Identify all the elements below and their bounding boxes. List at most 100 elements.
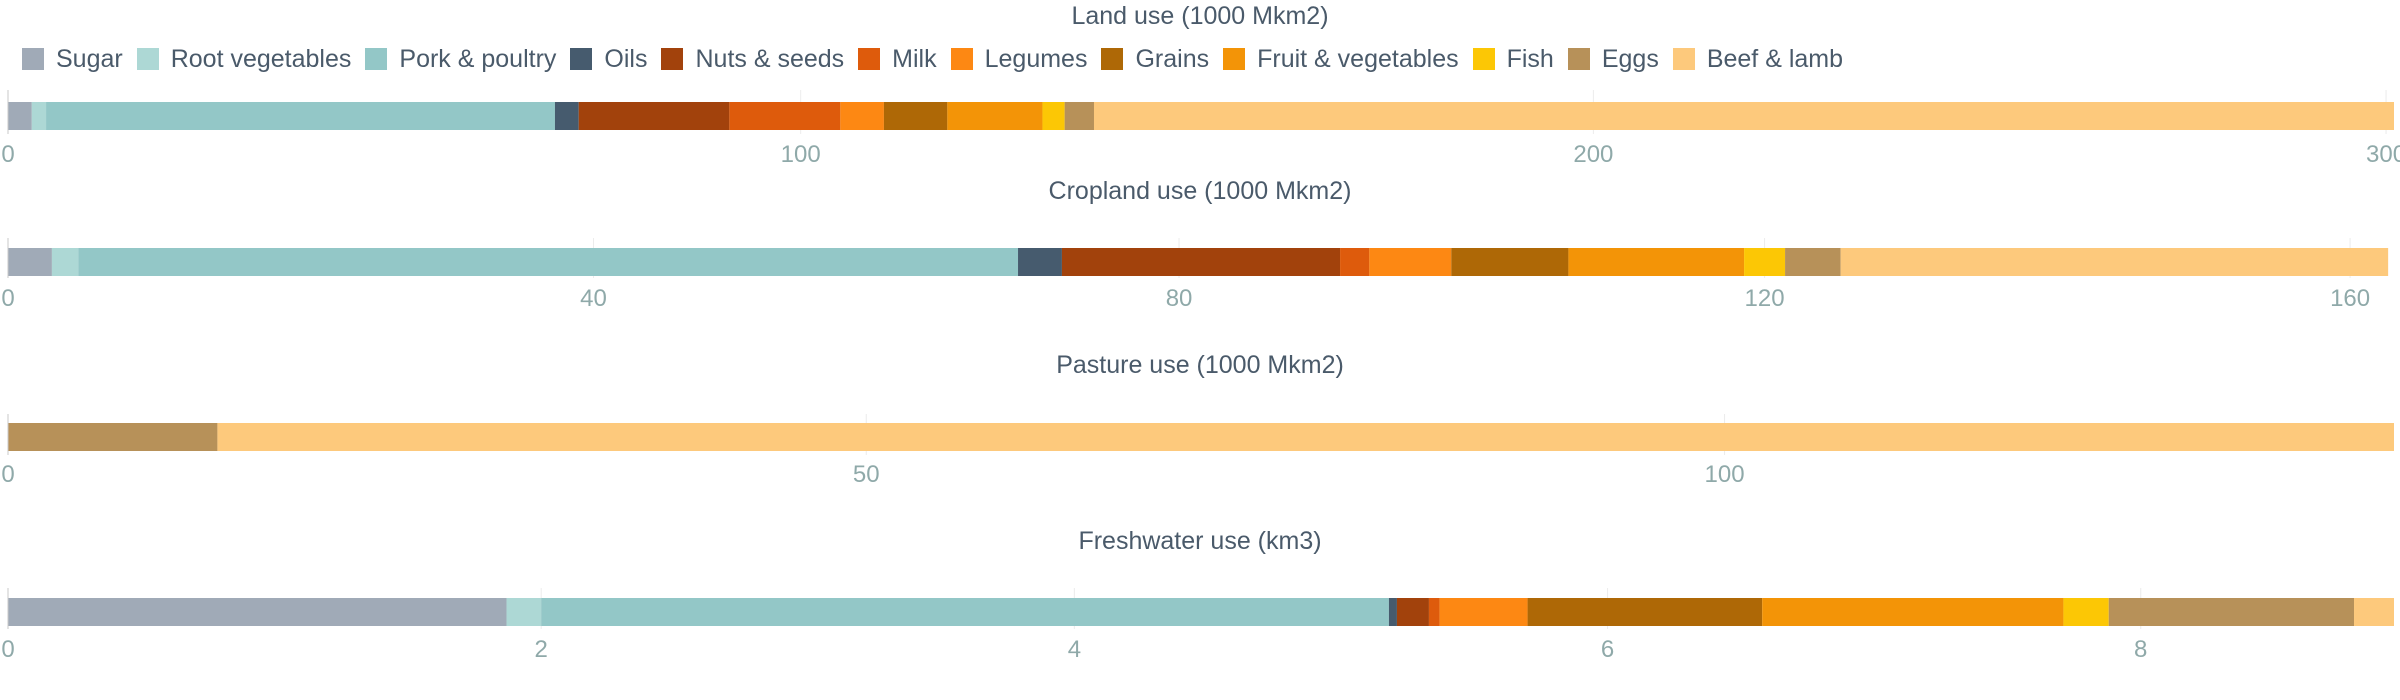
bar-segment-sugar[interactable] (8, 102, 32, 130)
legend-swatch (570, 48, 593, 70)
legend-label: Nuts & seeds (695, 44, 845, 73)
legend-label: Fruit & vegetables (1257, 44, 1459, 73)
panel-title: Pasture use (1000 Mkm2) (1056, 351, 1344, 379)
bar-segment-oils[interactable] (1388, 598, 1397, 626)
bar-segment-eggs[interactable] (1064, 102, 1094, 130)
legend-label: Beef & lamb (1706, 44, 1844, 73)
legend-item-oils[interactable]: Oils (570, 45, 647, 74)
legend: Sugar Root vegetables Pork & poultry Oils Nu… (22, 42, 1857, 76)
legend-item-grains[interactable]: Grains (1101, 45, 1209, 74)
legend-label: Fish (1506, 44, 1554, 73)
tick-label: 2 (535, 636, 548, 663)
bar-segment-grains[interactable] (1527, 598, 1763, 626)
bar-segment-nuts-and-seeds[interactable] (1396, 598, 1429, 626)
bar-segment-eggs[interactable] (2108, 598, 2355, 626)
legend-swatch (858, 48, 881, 70)
legend-label: Pork & poultry (399, 44, 557, 73)
tick-label: 100 (1705, 461, 1745, 488)
bar-segment-eggs[interactable] (8, 423, 218, 451)
legend-label: Eggs (1601, 44, 1659, 73)
bar-segment-beef-and-lamb[interactable] (2354, 598, 2394, 626)
tick-label: 80 (1166, 285, 1193, 312)
legend-swatch (1472, 48, 1495, 70)
legend-swatch (136, 48, 159, 70)
legend-item-pork-and-poultry[interactable]: Pork & poultry (365, 45, 556, 74)
tick-label: 120 (1745, 285, 1785, 312)
bar-segment-milk[interactable] (1428, 598, 1440, 626)
panel-cropland-use: 0 40 80 120 160 Cropland use (1000 Mkm2) (1, 177, 2389, 312)
bar-segment-pork-and-poultry[interactable] (46, 102, 555, 130)
legend-item-beef-and-lamb[interactable]: Beef & lamb (1672, 44, 1844, 74)
bar-segment-beef-and-lamb[interactable] (1840, 248, 2389, 276)
bar-segment-beef-and-lamb[interactable] (217, 423, 2394, 451)
bar-segment-grains[interactable] (883, 102, 948, 130)
legend-swatch (1223, 48, 1246, 70)
bar-segment-fish[interactable] (2063, 598, 2109, 626)
bar-segment-fruit-and-vegetables[interactable] (947, 102, 1043, 130)
panel-freshwater-use: 0 2 4 6 8 Freshwater use (km3) (1, 527, 2394, 663)
legend-label: Root vegetables (170, 44, 352, 73)
bar-segment-fruit-and-vegetables[interactable] (1568, 248, 1745, 276)
legend-item-fruit-and-vegetables[interactable]: Fruit & vegetables (1223, 45, 1459, 74)
legend-item-milk[interactable]: Milk (858, 44, 937, 74)
bar-segment-sugar[interactable] (8, 598, 507, 626)
panel-land-use: 0 100 200 300 Land use (1000 Mkm2) (1, 2, 2400, 168)
bar-segment-fish[interactable] (1744, 248, 1786, 276)
legend-item-sugar[interactable]: Sugar (22, 45, 123, 74)
legend-item-root-vegetables[interactable]: Root vegetables (136, 44, 352, 74)
legend-label: Oils (604, 44, 648, 73)
bar-segment-grains[interactable] (1451, 248, 1569, 276)
bar-segment-pork-and-poultry[interactable] (78, 248, 1019, 276)
bar-segment-nuts-and-seeds[interactable] (578, 102, 730, 130)
tick-label: 300 (2366, 141, 2400, 168)
legend-swatch (661, 48, 684, 70)
bar-segment-legumes[interactable] (1369, 248, 1452, 276)
tick-label: 160 (2330, 285, 2370, 312)
legend-item-legumes[interactable]: Legumes (950, 44, 1088, 74)
legend-swatch (365, 48, 388, 70)
legend-item-fish[interactable]: Fish (1472, 44, 1554, 74)
legend-swatch (1672, 48, 1695, 70)
bar-segment-root-vegetables[interactable] (31, 102, 47, 130)
tick-label: 0 (1, 141, 14, 168)
legend-item-eggs[interactable]: Eggs (1567, 44, 1659, 74)
legend-label: Legumes (984, 44, 1088, 73)
panel-pasture-use: 0 50 100 Pasture use (1000 Mkm2) (1, 351, 2394, 488)
bar-segment-sugar[interactable] (8, 248, 52, 276)
tick-label: 0 (1, 636, 14, 663)
tick-label: 6 (1601, 636, 1614, 663)
panel-title: Land use (1000 Mkm2) (1071, 2, 1328, 30)
bar-segment-milk[interactable] (729, 102, 841, 130)
legend-label: Grains (1135, 44, 1210, 73)
bar-segment-oils[interactable] (1018, 248, 1062, 276)
tick-label: 40 (580, 285, 607, 312)
tick-label: 8 (2134, 636, 2147, 663)
bar-segment-milk[interactable] (1340, 248, 1370, 276)
legend-swatch (950, 48, 973, 70)
tick-label: 50 (853, 461, 880, 488)
panel-title: Cropland use (1000 Mkm2) (1049, 177, 1352, 205)
legend-swatch (1567, 48, 1590, 70)
bar-segment-pork-and-poultry[interactable] (541, 598, 1389, 626)
bar-segment-legumes[interactable] (840, 102, 884, 130)
bar-segment-beef-and-lamb[interactable] (1093, 102, 2394, 130)
tick-label: 4 (1068, 636, 1081, 663)
bar-segment-fish[interactable] (1042, 102, 1065, 130)
tick-label: 200 (1573, 141, 1613, 168)
bar-segment-nuts-and-seeds[interactable] (1061, 248, 1341, 276)
legend-label: Sugar (56, 44, 123, 73)
panel-title: Freshwater use (km3) (1078, 527, 1321, 555)
bar-segment-fruit-and-vegetables[interactable] (1762, 598, 2064, 626)
bar-segment-oils[interactable] (554, 102, 579, 130)
bar-segment-root-vegetables[interactable] (506, 598, 542, 626)
tick-label: 0 (1, 461, 14, 488)
legend-swatch (22, 48, 44, 70)
legend-item-nuts-and-seeds[interactable]: Nuts & seeds (661, 45, 844, 74)
bar-segment-root-vegetables[interactable] (51, 248, 79, 276)
legend-swatch (1101, 48, 1124, 70)
bar-segment-legumes[interactable] (1439, 598, 1528, 626)
legend-label: Milk (892, 44, 937, 73)
bar-segment-eggs[interactable] (1785, 248, 1841, 276)
tick-label: 100 (781, 141, 821, 168)
